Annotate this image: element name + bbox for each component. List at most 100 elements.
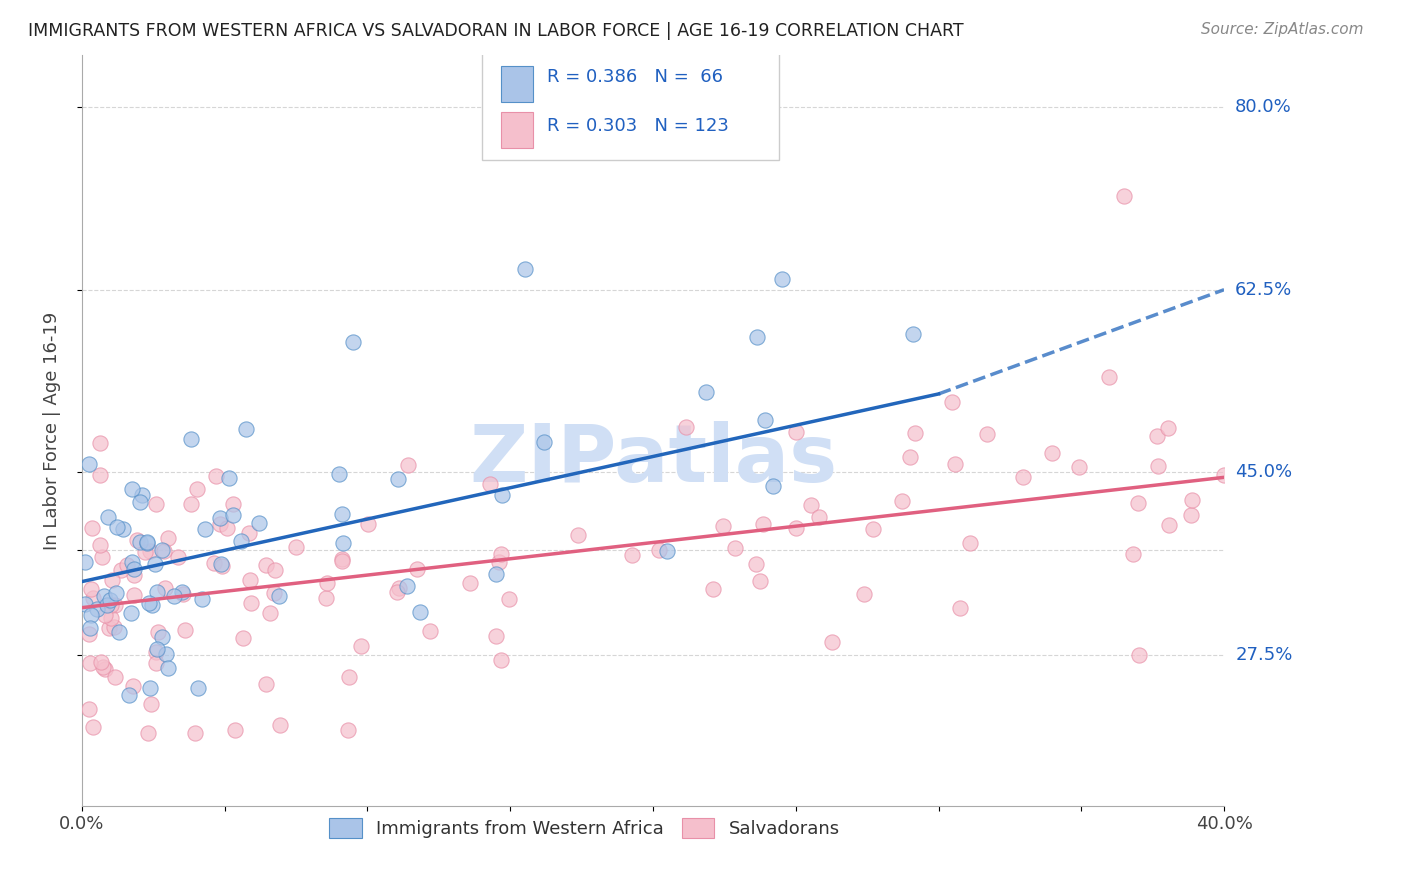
Point (120, 606, 142, 620)
Point (139, 543, 162, 558)
Point (489, 548, 512, 562)
Point (655, 544, 678, 558)
Point (209, 557, 232, 571)
Point (167, 549, 190, 564)
Point (136, 535, 159, 549)
Point (269, 718, 291, 732)
Point (127, 533, 149, 547)
Point (478, 477, 501, 491)
Point (145, 644, 167, 658)
Point (122, 562, 145, 576)
Point (163, 589, 186, 603)
Point (96, 598, 118, 612)
FancyBboxPatch shape (501, 66, 533, 102)
Text: IMMIGRANTS FROM WESTERN AFRICA VS SALVADORAN IN LABOR FORCE | AGE 16-19 CORRELAT: IMMIGRANTS FROM WESTERN AFRICA VS SALVAD… (28, 22, 963, 40)
Point (79, 656, 101, 670)
Point (222, 497, 245, 511)
Point (111, 523, 134, 537)
Point (747, 330, 769, 344)
Point (770, 272, 793, 286)
Point (498, 591, 520, 606)
Point (315, 576, 337, 591)
Point (100, 611, 122, 625)
Point (330, 507, 353, 521)
Point (621, 548, 644, 562)
Point (458, 575, 481, 590)
Point (1157, 421, 1180, 435)
Point (148, 625, 170, 640)
Point (121, 482, 143, 496)
Point (762, 479, 785, 493)
Text: 27.5%: 27.5% (1236, 646, 1292, 664)
Point (1180, 508, 1202, 522)
Point (336, 723, 359, 737)
Point (785, 521, 807, 535)
Point (254, 677, 277, 691)
Point (143, 557, 166, 571)
Point (941, 395, 963, 409)
Point (943, 457, 966, 471)
Point (204, 468, 226, 483)
Point (387, 472, 409, 486)
Point (285, 540, 308, 554)
Point (79, 607, 101, 622)
Point (184, 726, 207, 740)
Point (172, 586, 194, 600)
Point (235, 422, 257, 436)
Point (139, 697, 162, 711)
Point (342, 334, 364, 349)
Point (1128, 648, 1150, 662)
Point (104, 585, 127, 599)
Point (315, 591, 337, 606)
Point (105, 519, 128, 533)
Point (79, 457, 101, 471)
Point (356, 516, 378, 531)
Point (91, 660, 114, 674)
Point (821, 635, 844, 649)
Point (134, 544, 156, 558)
Point (862, 522, 884, 536)
Point (409, 605, 432, 619)
Point (217, 521, 239, 535)
Point (129, 495, 152, 509)
Point (118, 689, 141, 703)
Legend: Immigrants from Western Africa, Salvadorans: Immigrants from Western Africa, Salvador… (322, 811, 848, 846)
Point (191, 592, 214, 607)
Point (131, 487, 153, 501)
Point (155, 581, 177, 595)
Point (752, 516, 775, 531)
Point (901, 327, 924, 342)
Point (104, 598, 127, 612)
Point (73, 597, 96, 611)
Text: ZIPatlas: ZIPatlas (468, 421, 837, 500)
Point (146, 584, 169, 599)
Point (744, 557, 766, 571)
Point (224, 723, 246, 738)
Point (82, 720, 104, 734)
Point (406, 562, 429, 576)
Point (79, 702, 101, 716)
Point (485, 567, 508, 582)
Point (1114, 189, 1136, 203)
Point (141, 598, 163, 612)
Point (157, 661, 180, 675)
Point (139, 681, 162, 695)
Y-axis label: In Labor Force | Age 16-19: In Labor Force | Age 16-19 (44, 311, 60, 549)
Point (156, 531, 179, 545)
Point (1122, 547, 1144, 561)
Point (89, 537, 111, 551)
Point (1012, 470, 1035, 484)
Point (263, 563, 285, 577)
Point (239, 574, 262, 588)
Text: 62.5%: 62.5% (1236, 281, 1292, 299)
Point (419, 624, 441, 638)
Point (208, 511, 231, 525)
Point (388, 581, 411, 595)
Point (146, 642, 169, 657)
Point (328, 467, 350, 481)
Point (180, 497, 202, 511)
Point (567, 528, 589, 542)
Point (754, 412, 776, 426)
Point (533, 435, 555, 450)
Point (1098, 370, 1121, 384)
